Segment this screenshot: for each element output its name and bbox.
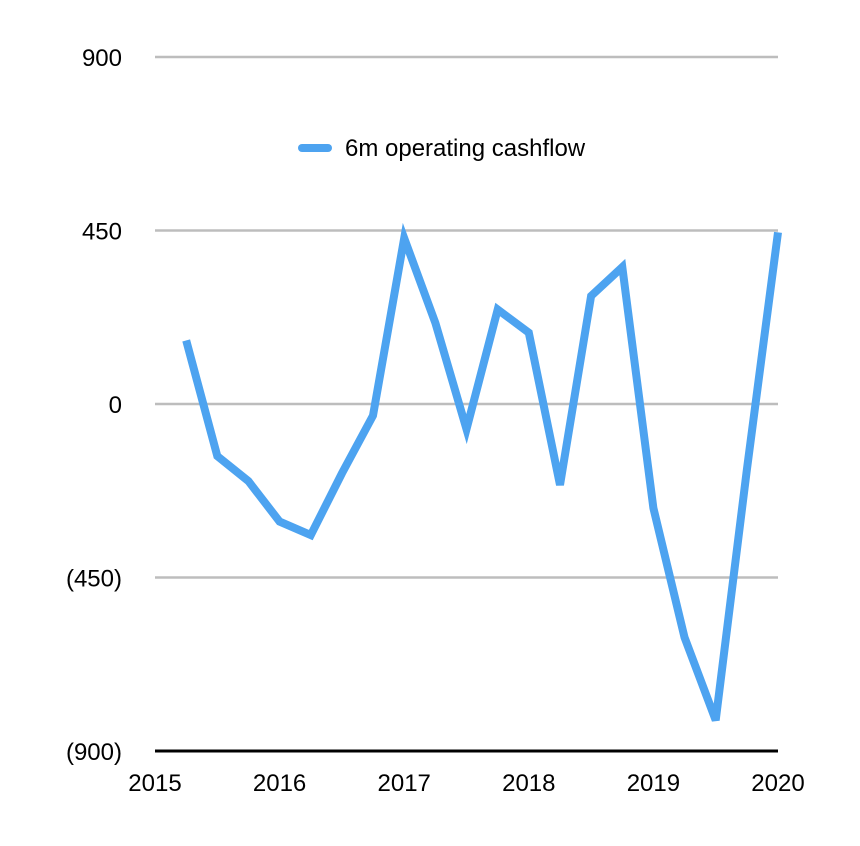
y-tick-label: 0 [109,392,122,419]
x-tick-label: 2019 [627,770,680,797]
x-tick-label: 2016 [253,770,306,797]
series-layer [182,222,782,722]
x-tick-label: 2015 [128,770,181,797]
legend: 6m operating cashflow [298,135,586,162]
x-tick-label: 2017 [378,770,431,797]
y-tick-label: (450) [66,566,122,593]
x-tick-label: 2020 [751,770,804,797]
x-axis-tick-labels: 2015 2016 2017 2018 2019 2020 [128,770,804,797]
y-tick-label: (900) [66,739,122,766]
series-line [182,222,782,722]
legend-label: 6m operating cashflow [345,135,586,162]
y-tick-label: 900 [82,45,122,72]
x-tick-label: 2018 [502,770,555,797]
y-tick-label: 450 [82,219,122,246]
y-axis-tick-labels: 900 450 0 (450) (900) [66,45,122,766]
